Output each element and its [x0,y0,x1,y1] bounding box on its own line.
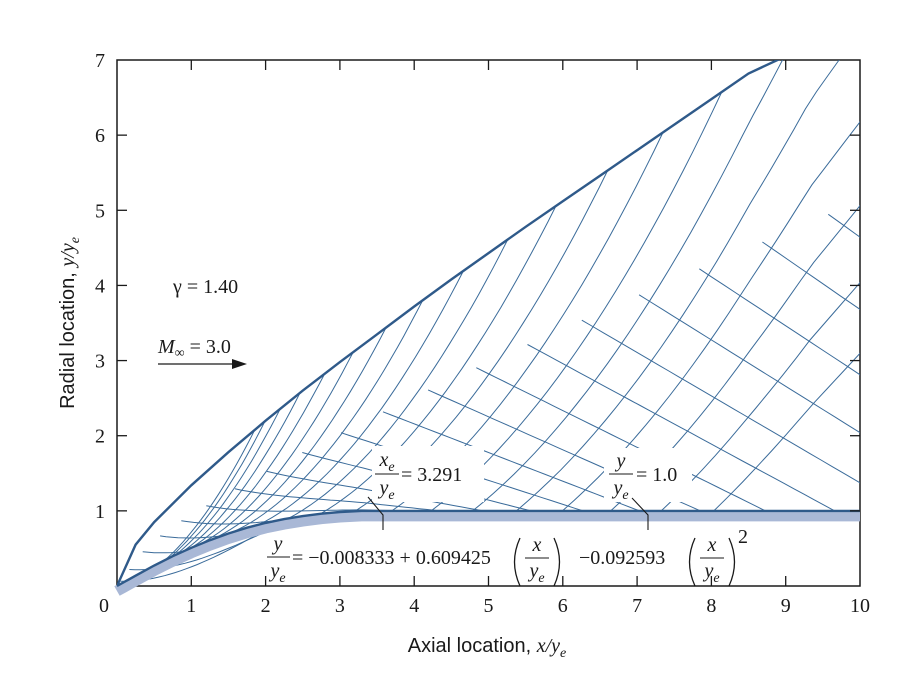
axis-ticks: 0 1 2 3 4 5 6 7 8 9 10 1 2 3 4 5 6 7 [95,50,870,617]
x-tick-label: 0 [99,595,109,617]
mesh-line-right-running [476,367,766,512]
y-tick-label: 3 [95,351,105,373]
y-tick-label: 7 [95,50,105,72]
mesh-line-right-running [762,241,860,311]
mesh-line-left-running [119,429,256,585]
y-axis-title: Radial location, y/ye [57,237,83,409]
mesh-line-left-running [185,351,354,551]
body-surface-band [114,510,860,596]
mesh-line-right-running [638,294,860,434]
characteristic-mesh [119,60,924,585]
body-contour-line [116,509,860,588]
x-tick-label: 9 [781,595,791,617]
series-group [114,60,860,596]
mesh-line-right-running [234,488,440,512]
mesh-line-left-running [562,121,860,512]
y-tick-label: 6 [95,125,105,147]
x-tick-label: 3 [335,595,345,617]
xe-denominator: ye [377,477,394,503]
x-tick-label: 10 [850,595,870,617]
y-tick-label: 2 [95,426,105,448]
freestream-arrow [158,359,247,369]
y-annotation: y ye = 1.0 [604,448,692,530]
y-numerator: y [615,450,626,472]
x-tick-label: 8 [706,595,716,617]
mesh-line-right-running [527,344,835,512]
x-tick-label: 2 [261,595,271,617]
y-tick-label: 5 [95,200,105,222]
mesh-line-left-running [610,204,860,512]
eq-exponent: 2 [738,526,748,548]
x-tick-label: 1 [186,595,196,617]
mesh-line-left-running [516,60,840,512]
gamma-annotation: γ = 1.40 [172,276,238,298]
mesh-line-right-running [699,268,860,376]
x-tick-label: 5 [484,595,494,617]
mesh-line-right-running [897,186,924,511]
eq-lhs-denominator: ye [268,560,285,586]
eq-paren-open-2 [688,537,696,587]
mesh-line-right-running [828,213,860,238]
y-tick-label: 1 [95,501,105,523]
xe-numerator: xe [378,449,394,475]
mesh-line-left-running [713,352,860,512]
eq-coefficients: = −0.008333 + 0.609425 [292,547,491,569]
x-axis-title: Axial location, x/ye [408,635,567,661]
y-tick-label: 4 [95,275,105,297]
eq-paren-open-1 [513,537,521,587]
mesh-line-right-running [581,319,860,484]
eq-paren-close-2 [728,537,736,587]
mesh-line-left-running [258,270,464,526]
mesh-line-left-running [472,60,784,512]
eq-frac1-denominator: ye [527,560,544,586]
mesh-line-left-running [231,299,424,533]
mesh-line-right-running [382,411,640,512]
mesh-line-left-running [320,205,557,515]
x-tick-label: 6 [558,595,568,617]
eq-quadratic-coefficient: −0.092593 [579,547,665,569]
mesh-line-left-running [207,327,387,542]
eq-frac2-numerator: x [707,534,717,556]
mesh-line-left-running [660,281,860,512]
xe-annotation: xe ye = 3.291 [367,446,484,530]
y-denominator: ye [611,477,628,503]
mach-annotation: M∞ = 3.0 [157,336,231,361]
shock-wave-line [117,60,781,586]
eq-lhs-numerator: y [272,533,283,555]
body-equation: y ye = −0.008333 + 0.609425 x ye −0.0925… [267,526,748,587]
eq-paren-close-1 [553,537,561,587]
eq-frac1-numerator: x [532,534,542,556]
x-tick-label: 7 [632,595,642,617]
y-value: = 1.0 [636,464,677,486]
eq-frac2-denominator: ye [702,560,719,586]
mesh-line-left-running [288,239,509,519]
x-tick-label: 4 [409,595,419,617]
xe-value: = 3.291 [401,464,462,486]
